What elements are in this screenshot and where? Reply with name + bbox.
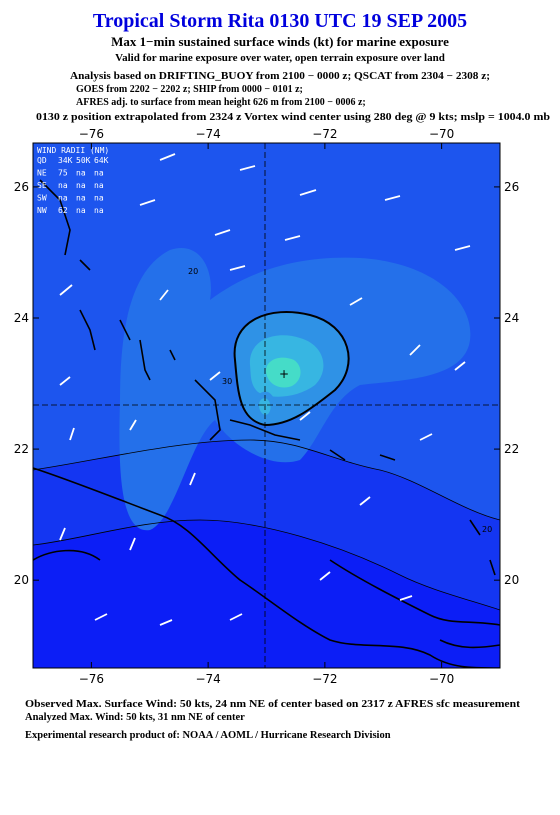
subtitle: Max 1−min sustained surface winds (kt) f… bbox=[111, 34, 449, 49]
x-tick-label: −74 bbox=[195, 127, 220, 141]
position-line: 0130 z position extrapolated from 2324 z… bbox=[36, 112, 551, 123]
y-tick-label: 26 bbox=[14, 180, 29, 194]
radii-cell: na bbox=[94, 194, 104, 203]
contour-label: 20 bbox=[482, 525, 492, 534]
radii-cell: 64K bbox=[94, 156, 109, 165]
analysis-line: AFRES adj. to surface from mean height 6… bbox=[76, 97, 366, 108]
wind-field: 20 20 30 + bbox=[33, 143, 500, 668]
x-tick-label: −70 bbox=[429, 127, 454, 141]
y-tick-label: 22 bbox=[504, 442, 519, 456]
radii-cell: na bbox=[76, 181, 86, 190]
title: Tropical Storm Rita 0130 UTC 19 SEP 2005 bbox=[93, 10, 467, 32]
y-tick-label: 22 bbox=[14, 442, 29, 456]
footer-line: Experimental research product of: NOAA /… bbox=[25, 730, 391, 741]
radii-cell: 50K bbox=[76, 156, 91, 165]
analysis-line: GOES from 2202 − 2202 z; SHIP from 0000 … bbox=[76, 84, 303, 95]
radii-cell: NE bbox=[37, 169, 47, 178]
footer-line: Observed Max. Surface Wind: 50 kts, 24 n… bbox=[25, 699, 521, 710]
radii-title: WIND RADII (NM) bbox=[37, 146, 109, 155]
radii-cell: SW bbox=[37, 194, 47, 203]
radii-cell: na bbox=[76, 194, 86, 203]
coastline bbox=[33, 179, 500, 668]
radii-cell: QD bbox=[37, 156, 47, 165]
radii-cell: na bbox=[76, 169, 86, 178]
radii-cell: NW bbox=[37, 206, 47, 215]
center-marker: + bbox=[279, 367, 289, 381]
y-tick-label: 24 bbox=[14, 311, 29, 325]
radii-cell: 34K bbox=[58, 156, 73, 165]
radii-cell: na bbox=[76, 206, 86, 215]
contour-label: 30 bbox=[222, 377, 232, 386]
contour-label: 20 bbox=[188, 267, 198, 276]
x-tick-label: −74 bbox=[195, 672, 220, 686]
y-tick-label: 26 bbox=[504, 180, 519, 194]
contour-lines bbox=[33, 311, 500, 611]
x-tick-label: −76 bbox=[79, 672, 104, 686]
radii-cell: SE bbox=[37, 181, 47, 190]
footer-line: Analyzed Max. Wind: 50 kts, 31 nm NE of … bbox=[25, 712, 245, 723]
analysis-line: Analysis based on DRIFTING_BUOY from 210… bbox=[70, 71, 490, 82]
plot-frame bbox=[32, 142, 501, 669]
y-tick-label: 20 bbox=[14, 573, 29, 587]
subtitle-2: Valid for marine exposure over water, op… bbox=[115, 52, 445, 64]
axes: −76 −76 −74 −74 −72 −72 −70 −70 26 26 24 24 22 22 20 20 bbox=[14, 127, 520, 686]
x-tick-label: −72 bbox=[312, 127, 337, 141]
wind-vectors bbox=[59, 153, 471, 626]
radii-cell: na bbox=[94, 181, 104, 190]
y-tick-label: 20 bbox=[504, 573, 519, 587]
radii-cell: 62 bbox=[58, 206, 68, 215]
radii-cell: na bbox=[58, 194, 68, 203]
y-tick-label: 24 bbox=[504, 311, 519, 325]
radii-cell: 75 bbox=[58, 169, 68, 178]
radii-cell: na bbox=[58, 181, 68, 190]
radii-cell: na bbox=[94, 206, 104, 215]
x-tick-label: −72 bbox=[312, 672, 337, 686]
x-tick-label: −70 bbox=[429, 672, 454, 686]
radii-cell: na bbox=[94, 169, 104, 178]
x-tick-label: −76 bbox=[79, 127, 104, 141]
